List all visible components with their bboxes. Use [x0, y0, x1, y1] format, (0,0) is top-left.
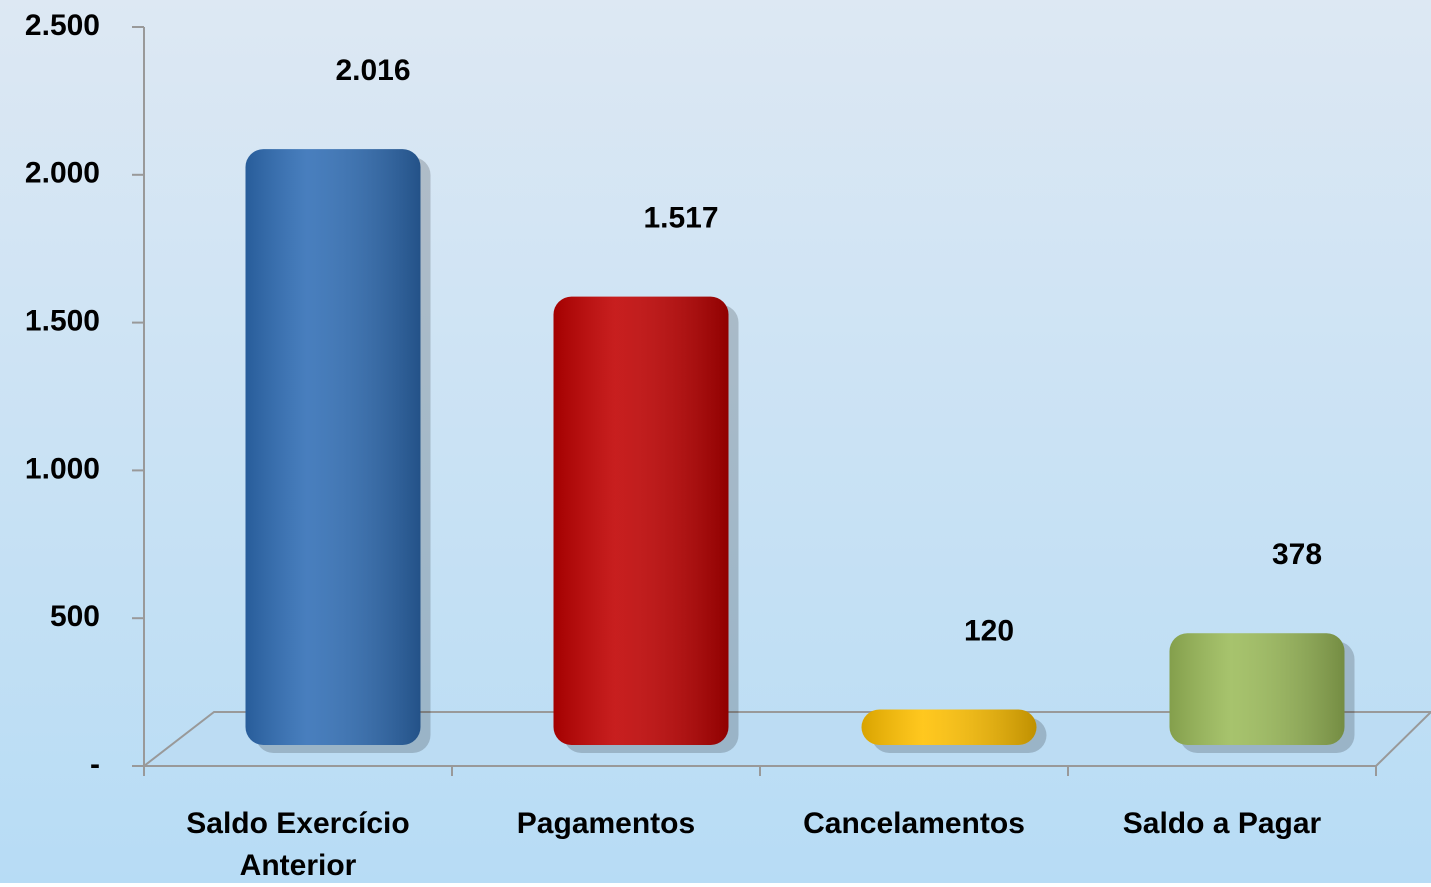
value-label: 378 [1272, 538, 1322, 571]
y-tick-label: 2.500 [25, 9, 100, 42]
value-label: 120 [964, 614, 1014, 647]
y-tick-label: 500 [50, 600, 100, 633]
floor [141, 711, 1431, 767]
y-tick-label: - [90, 748, 100, 781]
x-tick-label: Cancelamentos [803, 807, 1025, 840]
y-tick-label: 1.000 [25, 452, 100, 485]
value-label: 2.016 [335, 54, 410, 87]
bar-shade [861, 709, 1037, 745]
y-tick-label: 2.000 [25, 157, 100, 190]
bar-shade [1169, 633, 1345, 745]
y-tick-label: 1.500 [25, 305, 100, 338]
x-tick-label: Saldo a Pagar [1122, 807, 1322, 840]
x-tick-label: Pagamentos [516, 807, 696, 840]
bar-shade [245, 149, 421, 745]
value-label: 1.517 [643, 201, 718, 234]
x-tick-label: Saldo Exercício Anterior [186, 807, 410, 882]
bar-shade [553, 296, 729, 745]
